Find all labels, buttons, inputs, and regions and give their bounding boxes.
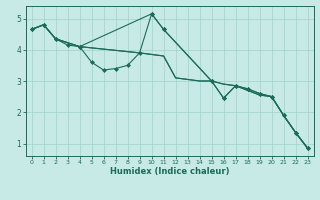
X-axis label: Humidex (Indice chaleur): Humidex (Indice chaleur) (110, 167, 229, 176)
